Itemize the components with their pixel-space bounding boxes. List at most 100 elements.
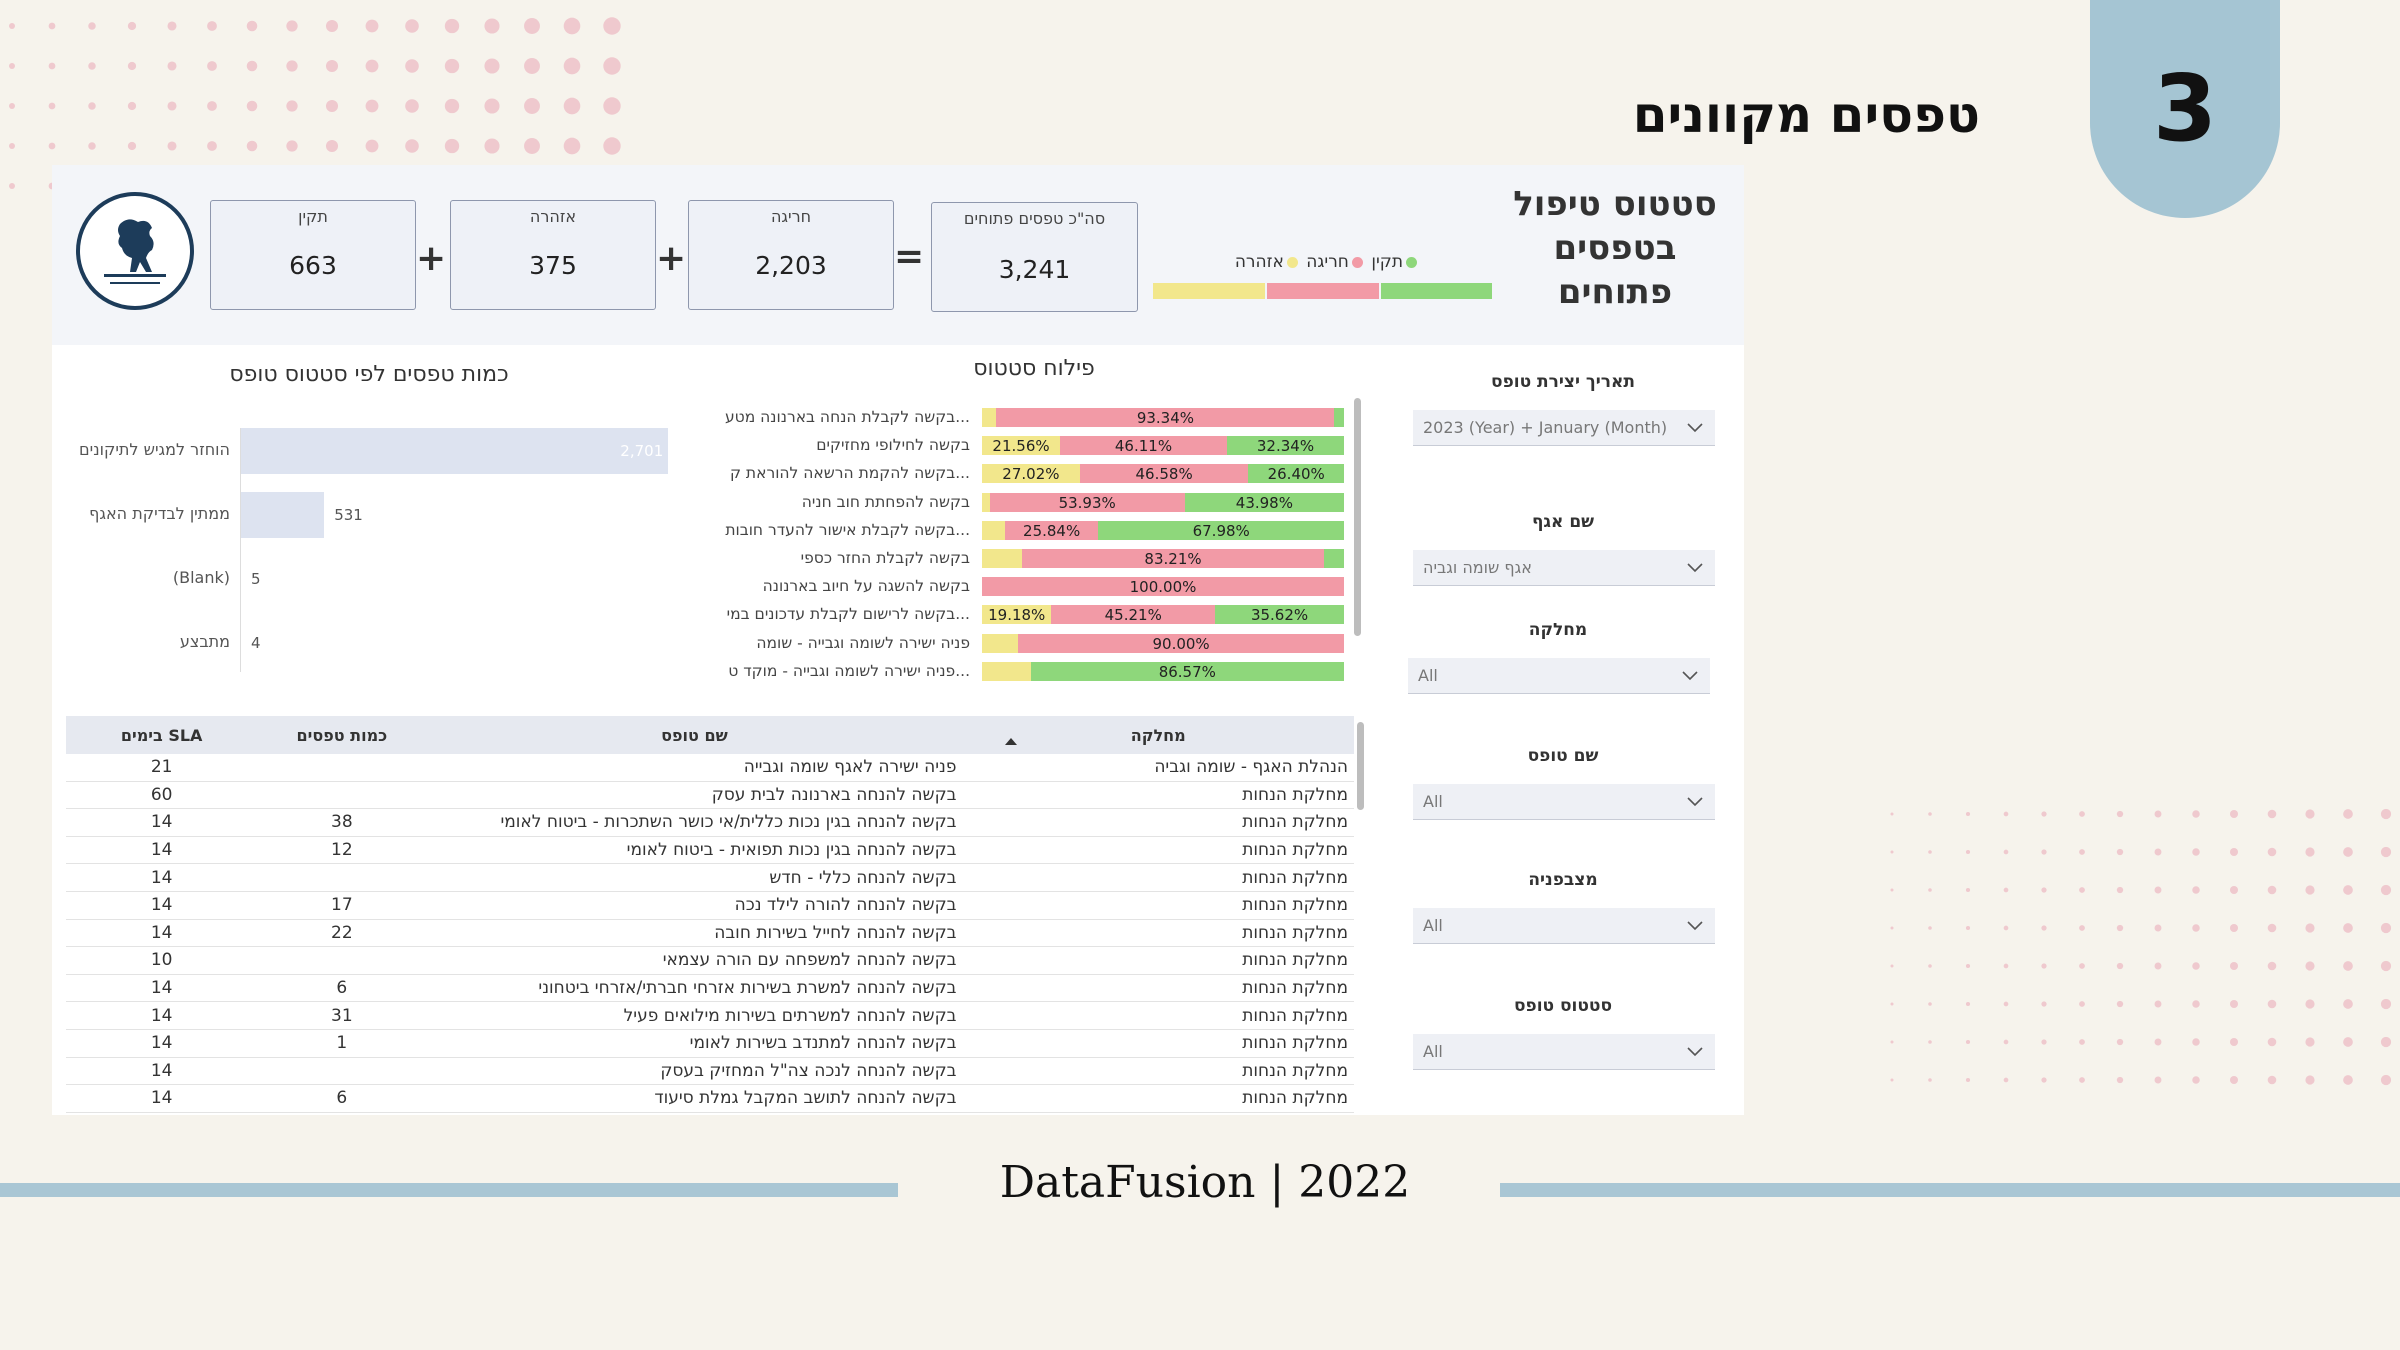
- segment-value-label: 93.34%: [1136, 409, 1195, 427]
- stacked-segment[interactable]: [1060, 436, 1227, 456]
- table-row[interactable]: מחלקת הנחות בקשה להנחה בגין נכות תפואית -…: [66, 836, 1354, 865]
- table-row[interactable]: מחלקת הנחות בקשה להנחה למשרתים בשירות מיל…: [66, 1001, 1354, 1030]
- decor-dot: [2041, 1039, 2047, 1045]
- stacked-segment[interactable]: [1051, 605, 1216, 625]
- stacked-segment[interactable]: [982, 605, 1052, 625]
- table-row[interactable]: מחלקת הנחות בקשה להנחה לחייל בשירות חובה 2…: [66, 919, 1354, 948]
- decor-dot: [484, 18, 500, 34]
- stacked-segment[interactable]: [1079, 464, 1249, 484]
- table-row[interactable]: מחלקת הנחות בקשה להנחה לתושב המקבל גמלת ס…: [66, 1084, 1354, 1113]
- col-header-name[interactable]: שם טופס: [426, 716, 963, 754]
- bar[interactable]: [240, 428, 669, 474]
- filter-dropdown[interactable]: All: [1413, 784, 1715, 820]
- kpi-card-ok[interactable]: תקין 663: [210, 200, 416, 310]
- chevron-down-icon[interactable]: [1685, 557, 1705, 577]
- kpi-value: 375: [529, 251, 577, 280]
- decor-dot: [1890, 926, 1894, 930]
- table-cell-qty: 6: [257, 1084, 427, 1113]
- table-row[interactable]: מחלקת הנחות בקשה להנחה למשרת בשירות אזרחי…: [66, 974, 1354, 1003]
- filter-dropdown[interactable]: All: [1413, 1034, 1715, 1070]
- table-row[interactable]: מחלקת הנחות בקשה להנחה למשפחה עם הורה עצמ…: [66, 946, 1354, 975]
- chevron-down-icon[interactable]: [1685, 915, 1705, 935]
- kpi-card-warning[interactable]: אזהרה 375: [450, 200, 656, 310]
- decor-dot: [1965, 1039, 1971, 1045]
- stacked-segment[interactable]: [1323, 549, 1344, 568]
- stacked-segment[interactable]: [982, 492, 990, 512]
- chart-scrollbar[interactable]: [1354, 398, 1361, 636]
- bar-value-label: 5: [251, 570, 261, 588]
- decor-dot: [1890, 1078, 1894, 1082]
- stacked-segment[interactable]: [1184, 492, 1344, 512]
- chevron-down-icon[interactable]: [1685, 1041, 1705, 1061]
- col-header-sla[interactable]: SLA בימים: [66, 716, 258, 754]
- bar-category-label: מתבצע: [179, 632, 230, 651]
- filter-dropdown[interactable]: 2023 (Year) + January (Month): [1413, 410, 1715, 446]
- stacked-segment[interactable]: [1215, 605, 1345, 625]
- stacked-segment[interactable]: [1334, 408, 1344, 427]
- table-cell-sla: 14: [66, 1029, 258, 1058]
- col-header-qty[interactable]: כמות טפסים: [257, 716, 427, 754]
- decor-dot: [127, 101, 137, 111]
- kpi-card-exceeded[interactable]: חריגה 2,203: [688, 200, 894, 310]
- table-cell-dept: מחלקת הנחות: [962, 1057, 1354, 1086]
- stacked-segment[interactable]: [982, 436, 1061, 456]
- stacked-segment[interactable]: [982, 577, 1344, 597]
- filter-dropdown[interactable]: All: [1413, 908, 1715, 944]
- bar-value-label: 531: [334, 506, 363, 524]
- stacked-segment[interactable]: [982, 464, 1080, 484]
- decor-dot: [2041, 963, 2047, 969]
- stacked-segment[interactable]: [989, 492, 1185, 512]
- decor-dot: [365, 99, 379, 113]
- stacked-segment[interactable]: [982, 549, 1023, 568]
- decor-dot: [2267, 847, 2277, 857]
- stacked-segment[interactable]: [1248, 464, 1344, 484]
- stacked-segment[interactable]: [1226, 436, 1345, 456]
- decor-dot: [2343, 923, 2353, 933]
- decor-dot: [48, 102, 56, 110]
- table-row[interactable]: מחלקת הנחות בקשה להנחה בגין נכות כללית/אי…: [66, 808, 1354, 837]
- decor-dot: [365, 19, 379, 33]
- decor-dot: [9, 63, 15, 69]
- decor-dot: [1890, 1002, 1894, 1006]
- chevron-down-icon[interactable]: [1680, 665, 1700, 685]
- stacked-chart-title: פילוח סטטוס: [973, 356, 1095, 381]
- table-row[interactable]: מחלקת הנחות בקשה להנחה בארנונה לבית עסק 60: [66, 781, 1354, 810]
- sort-ascending-icon[interactable]: [1005, 738, 1017, 745]
- stacked-segment[interactable]: [996, 408, 1335, 427]
- table-scrollbar[interactable]: [1357, 722, 1364, 810]
- stacked-segment[interactable]: [982, 633, 1019, 653]
- table-cell-sla: 14: [66, 808, 258, 837]
- table-row[interactable]: מחלקת הנחות בקשה להנחה להורה לילד נכה 17 14: [66, 891, 1354, 920]
- filter-dropdown[interactable]: All: [1408, 658, 1710, 694]
- stacked-segment[interactable]: [982, 661, 1031, 681]
- stacked-segment[interactable]: [1098, 520, 1344, 540]
- stacked-category-label: ...בקשה לקבלת אישור להעדר חובות: [725, 520, 970, 539]
- table-row[interactable]: מחלקת הנחות בקשה להנחה כללי - חדש 14: [66, 863, 1354, 892]
- stacked-segment[interactable]: [1030, 661, 1344, 681]
- decor-dot: [405, 19, 419, 33]
- stacked-category-label: ...בקשה לרישום לקבלת עדכונים במי: [726, 605, 970, 624]
- decor-dot: [2003, 887, 2009, 893]
- filter-dropdown[interactable]: אגף שומה וגביה: [1413, 550, 1715, 586]
- table-cell-name: בקשה להנחה בגין נכות תפואית - ביטוח לאומ…: [426, 836, 963, 865]
- decor-dot: [1928, 1002, 1932, 1006]
- decor-dot: [2380, 808, 2392, 820]
- col-header-dept[interactable]: מחלקה: [962, 716, 1354, 754]
- table-cell-dept: הנהלת האגף - שומה וגביה: [962, 754, 1354, 782]
- table-row[interactable]: הנהלת האגף - שומה וגביה פניה ישירה לאגף ש…: [66, 754, 1354, 782]
- stacked-segment[interactable]: [1004, 520, 1099, 540]
- table-row[interactable]: מחלקת הנחות בקשה להנחה לנכה צה"ל המחזיק ב…: [66, 1057, 1354, 1086]
- decor-dot: [2003, 849, 2009, 855]
- kpi-card-total[interactable]: סה"כ טפסים פתוחים 3,241: [931, 202, 1138, 312]
- chevron-down-icon[interactable]: [1685, 791, 1705, 811]
- chevron-down-icon[interactable]: [1685, 417, 1705, 437]
- stacked-segment[interactable]: [982, 520, 1005, 540]
- kpi-label: סה"כ טפסים פתוחים: [963, 209, 1106, 228]
- table-cell-sla: 14: [66, 919, 258, 948]
- stacked-segment[interactable]: [1022, 549, 1324, 568]
- stacked-segment[interactable]: [1018, 633, 1344, 653]
- decor-dot: [603, 97, 621, 115]
- stacked-segment[interactable]: [982, 408, 997, 427]
- bar[interactable]: [240, 492, 325, 538]
- table-row[interactable]: מחלקת הנחות בקשה להנחה למתנדב בשירות לאומ…: [66, 1029, 1354, 1058]
